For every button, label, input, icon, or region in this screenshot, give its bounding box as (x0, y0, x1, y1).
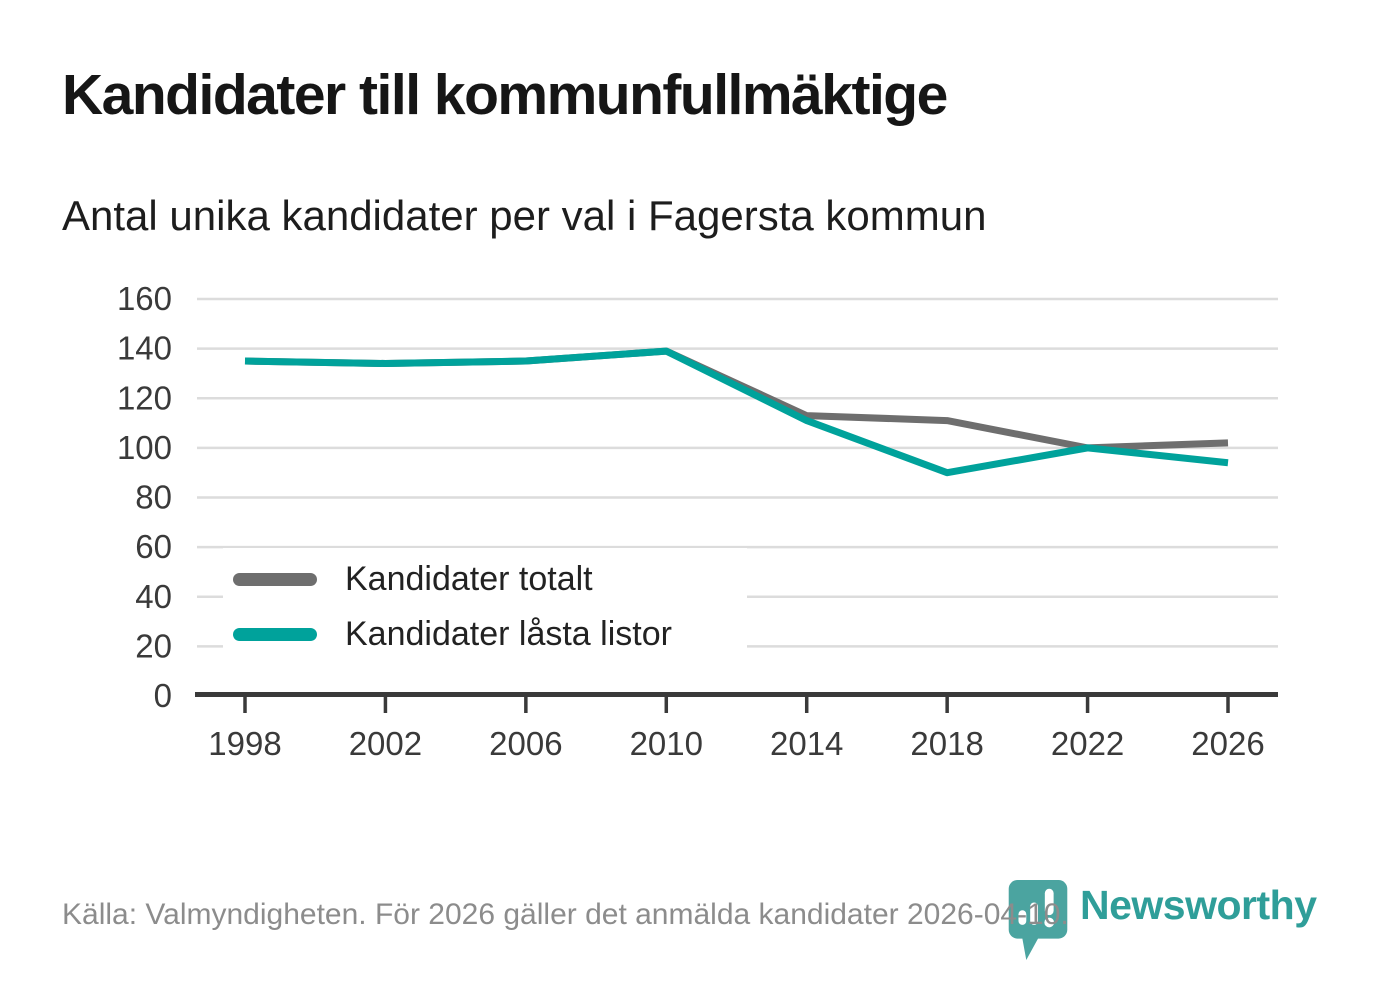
svg-text:2002: 2002 (349, 725, 422, 762)
newsworthy-logo[interactable]: Newsworthy (1008, 880, 1317, 962)
legend-item-lasta-listor: Kandidater låsta listor (223, 615, 747, 654)
newsworthy-pin-barchart-icon (1008, 880, 1068, 961)
svg-text:140: 140 (117, 330, 172, 367)
svg-text:2026: 2026 (1191, 725, 1264, 762)
svg-text:160: 160 (117, 280, 172, 317)
svg-text:1998: 1998 (208, 725, 281, 762)
svg-text:0: 0 (154, 677, 172, 714)
svg-text:120: 120 (117, 379, 172, 416)
svg-text:40: 40 (135, 578, 172, 615)
newsworthy-wordmark: Newsworthy (1080, 882, 1317, 928)
legend-swatch-lasta-listor (233, 628, 317, 641)
svg-text:2006: 2006 (489, 725, 562, 762)
svg-text:2014: 2014 (770, 725, 843, 762)
svg-text:20: 20 (135, 627, 172, 664)
svg-text:80: 80 (135, 479, 172, 516)
page-title: Kandidater till kommunfullmäktige (62, 63, 948, 127)
svg-text:2010: 2010 (630, 725, 703, 762)
chart-legend: Kandidater totalt Kandidater låsta listo… (223, 548, 747, 666)
source-note: Källa: Valmyndigheten. För 2026 gäller d… (62, 898, 1069, 931)
legend-item-totalt: Kandidater totalt (223, 560, 747, 599)
legend-label-totalt: Kandidater totalt (345, 560, 593, 598)
chart-subtitle: Antal unika kandidater per val i Fagerst… (62, 192, 987, 239)
svg-text:100: 100 (117, 429, 172, 466)
svg-text:2018: 2018 (910, 725, 983, 762)
svg-text:60: 60 (135, 528, 172, 565)
svg-text:2022: 2022 (1051, 725, 1124, 762)
legend-swatch-totalt (233, 573, 317, 586)
legend-label-lasta-listor: Kandidater låsta listor (345, 615, 672, 653)
